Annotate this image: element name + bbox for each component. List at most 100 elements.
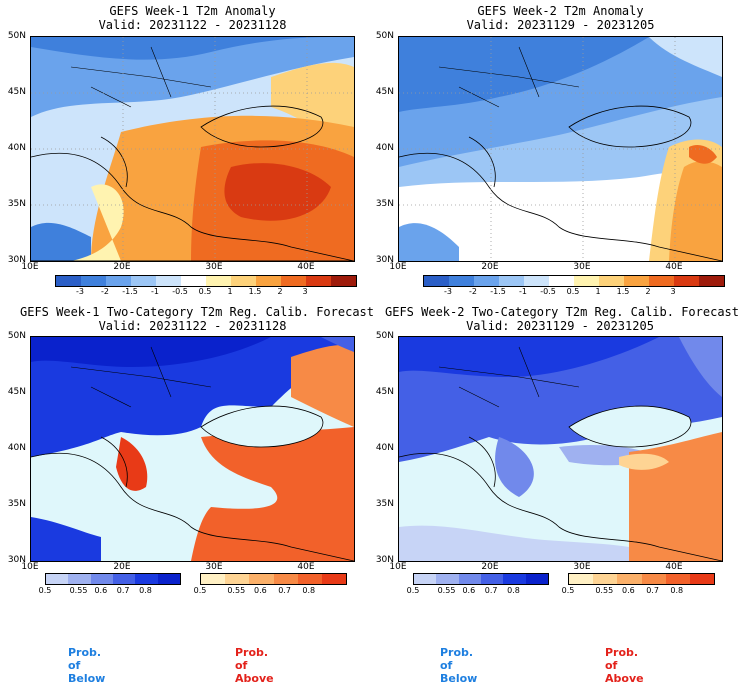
- panel-valid: Valid: 20231129 - 20231205: [466, 18, 655, 32]
- colorbar-swatch: [297, 574, 322, 584]
- anomaly-colorbar: [423, 275, 725, 287]
- colorbar-label: -3: [444, 287, 452, 296]
- lon-tick: 20E: [113, 562, 131, 572]
- colorbar-swatch: [593, 574, 618, 584]
- colorbar-label: 0.8: [670, 586, 684, 595]
- anomaly-colorbar: [55, 275, 357, 287]
- prob-below-colorbar: [45, 573, 181, 585]
- colorbar-label: 0.5: [566, 287, 580, 296]
- colorbar-swatch: [503, 574, 526, 584]
- colorbar-label: 0.55: [227, 586, 246, 595]
- colorbar-swatch: [68, 574, 91, 584]
- colorbar-swatch: [256, 276, 281, 286]
- colorbar-swatch: [458, 574, 481, 584]
- colorbar-swatch: [665, 574, 690, 584]
- colorbar-swatch: [231, 276, 256, 286]
- colorbar-swatch: [569, 574, 594, 584]
- panel-valid: Valid: 20231122 - 20231128: [98, 319, 287, 333]
- colorbar-label: 0.5: [198, 287, 212, 296]
- colorbar-label: 0.8: [302, 586, 316, 595]
- colorbar-label: 0.7: [646, 586, 659, 595]
- colorbar-swatch: [689, 574, 715, 584]
- lon-tick: 40E: [297, 562, 315, 572]
- lon-tick: 10E: [21, 562, 39, 572]
- colorbar-swatch: [331, 276, 356, 286]
- lon-tick: 20E: [113, 262, 131, 272]
- colorbar-label: -0.5: [540, 287, 556, 296]
- lat-tick: 40N: [7, 143, 26, 153]
- colorbar-label: 0.6: [622, 586, 635, 595]
- lat-tick: 50N: [7, 331, 26, 341]
- panel-title: GEFS Week-1 T2m Anomaly: [109, 4, 276, 18]
- colorbar-swatch: [156, 276, 181, 286]
- prob-map-week1: [30, 336, 355, 562]
- lat-tick: 30N: [375, 555, 394, 565]
- lat-tick: 35N: [7, 499, 26, 509]
- lon-tick: 10E: [21, 262, 39, 272]
- colorbar-label: 0.55: [437, 586, 456, 595]
- colorbar-swatch: [449, 276, 474, 286]
- colorbar-swatch: [524, 276, 549, 286]
- colorbar-label: 1.5: [248, 287, 262, 296]
- colorbar-label: 3: [302, 287, 308, 296]
- colorbar-label: 0.7: [116, 586, 130, 595]
- lon-tick: 40E: [297, 262, 315, 272]
- colorbar-swatch: [181, 276, 206, 286]
- lat-tick: 40N: [7, 443, 26, 453]
- lat-tick: 35N: [375, 199, 394, 209]
- colorbar-label: -2: [101, 287, 109, 296]
- colorbar-label: 1: [595, 287, 601, 296]
- colorbar-swatch: [46, 574, 69, 584]
- colorbar-label: 0.8: [139, 586, 152, 595]
- colorbar-swatch: [549, 276, 574, 286]
- colorbar-swatch: [281, 276, 306, 286]
- lat-tick: 40N: [375, 443, 394, 453]
- lat-tick: 45N: [375, 387, 394, 397]
- lat-tick: 45N: [7, 387, 26, 397]
- colorbar-swatch: [617, 574, 642, 584]
- colorbar-label: -1.5: [122, 287, 138, 296]
- colorbar-label: -1.5: [490, 287, 506, 296]
- colorbar-swatch: [206, 276, 231, 286]
- panel-title: GEFS Week-2 T2m Anomaly: [477, 4, 644, 18]
- colorbar-label: 0.5: [561, 586, 575, 595]
- colorbar-swatch: [81, 276, 106, 286]
- anomaly-map-week1: [30, 36, 355, 262]
- colorbar-label: 0.55: [595, 586, 614, 595]
- lon-tick: 30E: [573, 262, 591, 272]
- colorbar-label: 3: [670, 287, 676, 296]
- lat-tick: 50N: [375, 31, 394, 41]
- colorbar-swatch: [641, 574, 666, 584]
- lat-tick: 45N: [375, 87, 394, 97]
- prob-below-label: Prob. of Below: [68, 646, 106, 685]
- prob-above-label: Prob. of Above: [605, 646, 644, 685]
- colorbar-swatch: [225, 574, 250, 584]
- lat-tick: 45N: [7, 87, 26, 97]
- lon-tick: 40E: [665, 562, 683, 572]
- colorbar-label: -3: [76, 287, 84, 296]
- colorbar-label: 0.6: [254, 586, 267, 595]
- lon-tick: 20E: [481, 262, 499, 272]
- colorbar-swatch: [249, 574, 274, 584]
- lat-tick: 50N: [7, 31, 26, 41]
- colorbar-label: 2: [277, 287, 283, 296]
- colorbar-swatch: [306, 276, 331, 286]
- colorbar-label: 0.55: [69, 586, 88, 595]
- lat-tick: 50N: [375, 331, 394, 341]
- colorbar-label: -1: [151, 287, 159, 296]
- colorbar-swatch: [525, 574, 548, 584]
- prob-above-label: Prob. of Above: [235, 646, 274, 685]
- colorbar-swatch: [273, 574, 298, 584]
- lon-tick: 10E: [389, 562, 407, 572]
- lon-tick: 30E: [205, 562, 223, 572]
- colorbar-label: 1: [227, 287, 233, 296]
- colorbar-label: 0.6: [94, 586, 108, 595]
- colorbar-swatch: [321, 574, 347, 584]
- lat-tick: 30N: [7, 555, 26, 565]
- colorbar-swatch: [499, 276, 524, 286]
- colorbar-swatch: [135, 574, 158, 584]
- colorbar-swatch: [674, 276, 699, 286]
- colorbar-swatch: [599, 276, 624, 286]
- panel-title: GEFS Week-2 Two-Category T2m Reg. Calib.…: [385, 305, 740, 319]
- lat-tick: 35N: [7, 199, 26, 209]
